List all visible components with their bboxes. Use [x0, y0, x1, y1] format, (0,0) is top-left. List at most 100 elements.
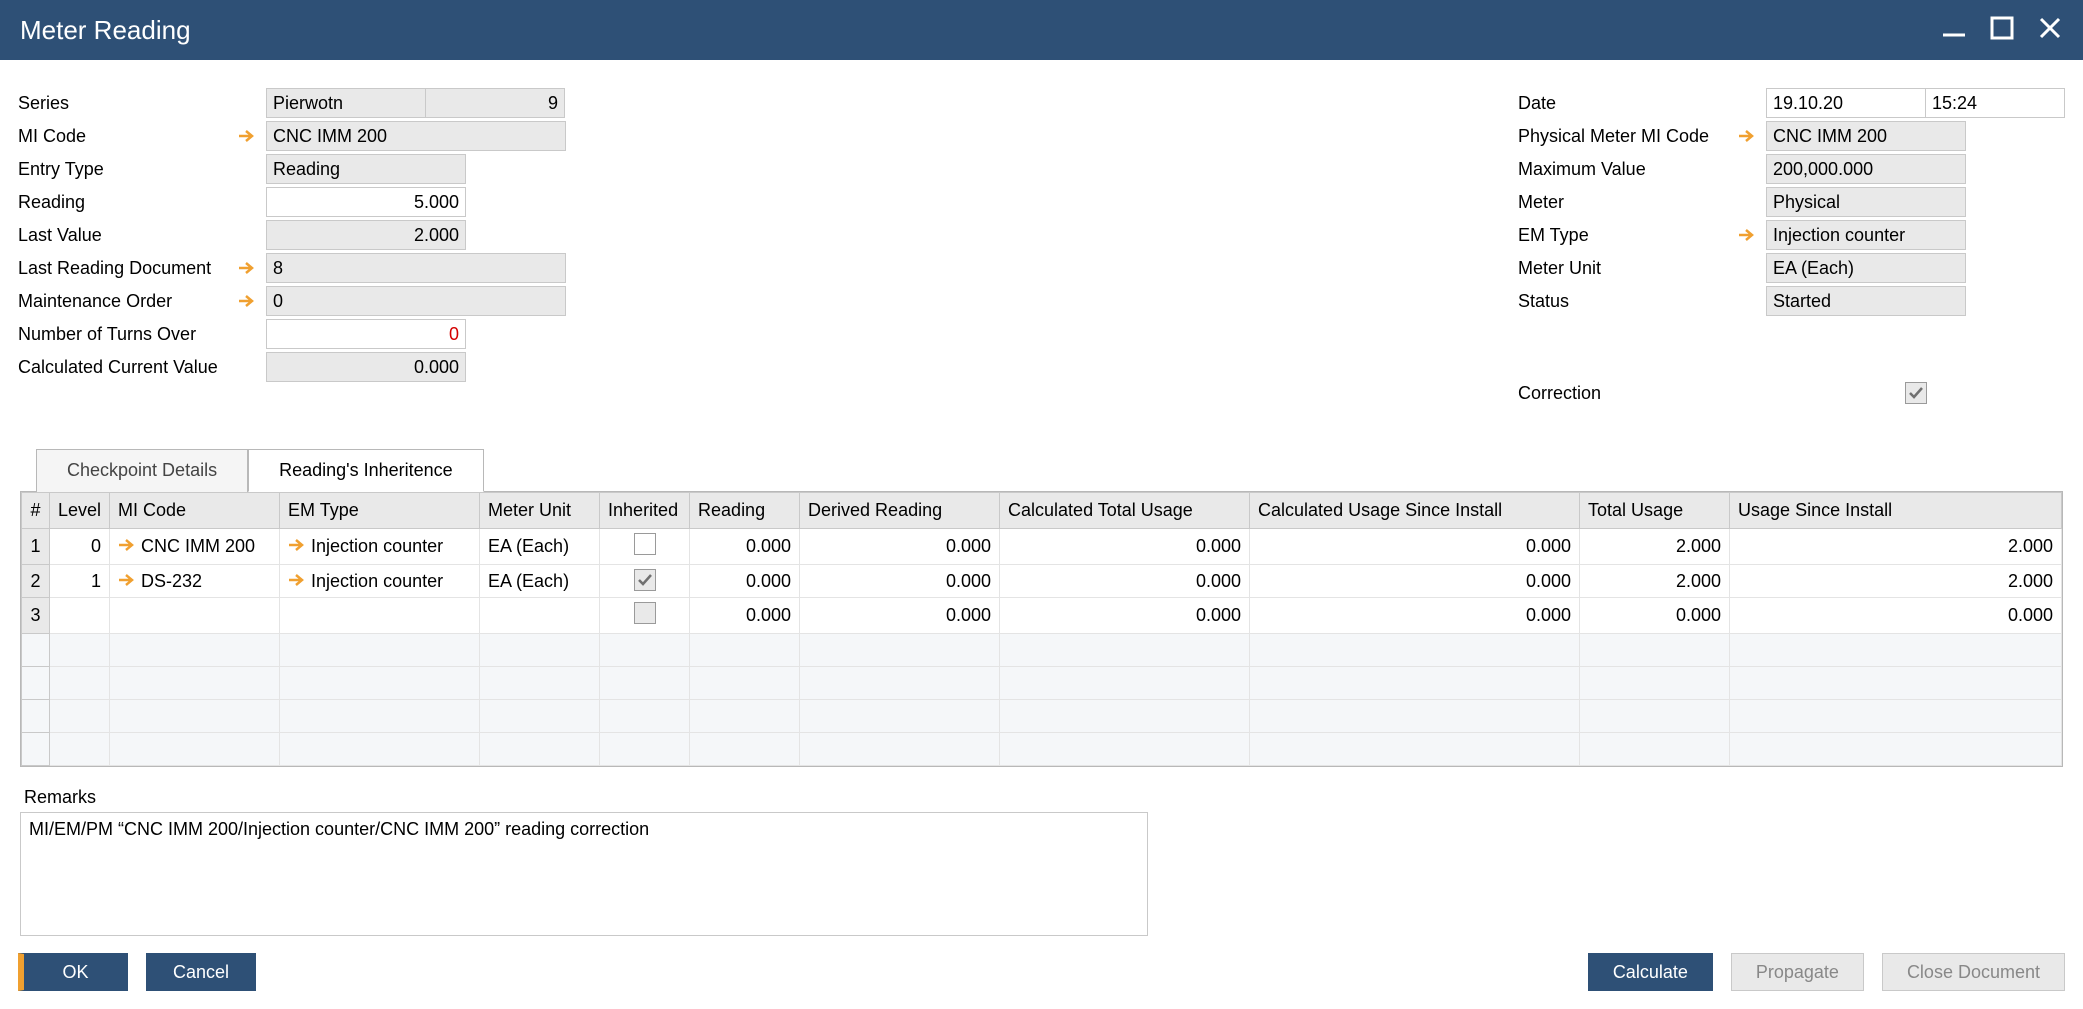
col-inherited[interactable]: Inherited [600, 493, 690, 529]
close-icon[interactable] [2037, 15, 2063, 46]
inherited-checkbox[interactable] [634, 533, 656, 555]
table-row [22, 667, 2062, 700]
cell-calc-since: 0.000 [1250, 598, 1580, 634]
window-title: Meter Reading [20, 15, 191, 46]
cell-em-type: Injection counter [280, 565, 480, 598]
footer: OK Cancel Calculate Propagate Close Docu… [0, 953, 2083, 991]
cell-inherited [600, 565, 690, 598]
phys-mi-label: Physical Meter MI Code [1518, 126, 1766, 147]
phys-mi-field[interactable]: CNC IMM 200 [1766, 121, 1966, 151]
series-label: Series [18, 93, 266, 114]
correction-label: Correction [1518, 383, 1766, 404]
col-em-type[interactable]: EM Type [280, 493, 480, 529]
col-num[interactable]: # [22, 493, 50, 529]
cell-usage-since: 2.000 [1730, 529, 2062, 565]
series-number-field[interactable]: 9 [425, 88, 565, 118]
cell-usage-since: 0.000 [1730, 598, 2062, 634]
arrow-right-icon[interactable] [238, 129, 256, 143]
cell-calc-total: 0.000 [1000, 565, 1250, 598]
table-row [22, 634, 2062, 667]
entry-type-label: Entry Type [18, 159, 266, 180]
arrow-right-icon[interactable] [238, 261, 256, 275]
arrow-right-icon[interactable] [1738, 228, 1756, 242]
maximize-icon[interactable] [1989, 15, 2015, 46]
table-row[interactable]: 30.0000.0000.0000.0000.0000.000 [22, 598, 2062, 634]
em-type-label: EM Type [1518, 225, 1766, 246]
maintenance-order-label-text: Maintenance Order [18, 291, 172, 312]
remarks-textarea[interactable]: MI/EM/PM “CNC IMM 200/Injection counter/… [20, 812, 1148, 936]
correction-checkbox[interactable] [1905, 382, 1927, 404]
cell-level: 1 [50, 565, 110, 598]
col-calc-total[interactable]: Calculated Total Usage [1000, 493, 1250, 529]
cell-em-type: Injection counter [280, 529, 480, 565]
status-field: Started [1766, 286, 1966, 316]
ok-button[interactable]: OK [18, 953, 128, 991]
meter-label: Meter [1518, 192, 1766, 213]
arrow-right-icon[interactable] [118, 573, 136, 587]
cell-inherited [600, 529, 690, 565]
remarks-label: Remarks [24, 787, 2065, 808]
phys-mi-label-text: Physical Meter MI Code [1518, 126, 1709, 147]
table-row[interactable]: 21 DS-232 Injection counterEA (Each)0.00… [22, 565, 2062, 598]
cancel-button[interactable]: Cancel [146, 953, 256, 991]
cell-inherited [600, 598, 690, 634]
minimize-icon[interactable] [1941, 15, 1967, 46]
max-value-field: 200,000.000 [1766, 154, 1966, 184]
turns-over-label: Number of Turns Over [18, 324, 266, 345]
time-field[interactable]: 15:24 [1925, 88, 2065, 118]
turns-over-field[interactable]: 0 [266, 319, 466, 349]
col-reading[interactable]: Reading [690, 493, 800, 529]
col-level[interactable]: Level [50, 493, 110, 529]
cell-reading: 0.000 [690, 565, 800, 598]
cell-calc-total: 0.000 [1000, 529, 1250, 565]
cell-calc-since: 0.000 [1250, 529, 1580, 565]
last-reading-doc-field[interactable]: 8 [266, 253, 566, 283]
cell-usage-since: 2.000 [1730, 565, 2062, 598]
cell-total-usage: 2.000 [1580, 529, 1730, 565]
maintenance-order-field[interactable]: 0 [266, 286, 566, 316]
cell-reading: 0.000 [690, 529, 800, 565]
reading-field[interactable]: 5.000 [266, 187, 466, 217]
tab-readings-inheritance[interactable]: Reading's Inheritence [248, 449, 484, 492]
cell-mi-code [110, 598, 280, 634]
date-field[interactable]: 19.10.20 [1766, 88, 1926, 118]
arrow-right-icon[interactable] [288, 573, 306, 587]
arrow-right-icon[interactable] [1738, 129, 1756, 143]
form-left-column: Series Pierwotn 9 MI Code CNC IMM 200 En… [18, 88, 566, 408]
cell-level: 0 [50, 529, 110, 565]
entry-type-field[interactable]: Reading [266, 154, 466, 184]
col-total-usage[interactable]: Total Usage [1580, 493, 1730, 529]
arrow-right-icon[interactable] [238, 294, 256, 308]
table-row [22, 733, 2062, 766]
tab-checkpoint-details[interactable]: Checkpoint Details [36, 449, 248, 492]
arrow-right-icon[interactable] [118, 538, 136, 552]
window-controls [1941, 15, 2063, 46]
date-label: Date [1518, 93, 1766, 114]
close-document-button: Close Document [1882, 953, 2065, 991]
em-type-label-text: EM Type [1518, 225, 1589, 246]
mi-code-field[interactable]: CNC IMM 200 [266, 121, 566, 151]
inherited-checkbox[interactable] [634, 569, 656, 591]
calculate-button[interactable]: Calculate [1588, 953, 1713, 991]
col-meter-unit[interactable]: Meter Unit [480, 493, 600, 529]
inherited-checkbox[interactable] [634, 602, 656, 624]
col-usage-since[interactable]: Usage Since Install [1730, 493, 2062, 529]
row-number: 1 [22, 529, 50, 565]
table-row[interactable]: 10 CNC IMM 200 Injection counterEA (Each… [22, 529, 2062, 565]
arrow-right-icon[interactable] [288, 538, 306, 552]
col-derived[interactable]: Derived Reading [800, 493, 1000, 529]
form-right-column: Date 19.10.20 15:24 Physical Meter MI Co… [1518, 88, 2065, 408]
cell-calc-total: 0.000 [1000, 598, 1250, 634]
cell-mi-code: DS-232 [110, 565, 280, 598]
series-field[interactable]: Pierwotn [266, 88, 426, 118]
col-calc-since[interactable]: Calculated Usage Since Install [1250, 493, 1580, 529]
em-type-field[interactable]: Injection counter [1766, 220, 1966, 250]
cell-total-usage: 0.000 [1580, 598, 1730, 634]
calc-current-label: Calculated Current Value [18, 357, 266, 378]
meter-unit-field: EA (Each) [1766, 253, 1966, 283]
col-mi-code[interactable]: MI Code [110, 493, 280, 529]
mi-code-label: MI Code [18, 126, 266, 147]
meter-field: Physical [1766, 187, 1966, 217]
max-value-label: Maximum Value [1518, 159, 1766, 180]
calc-current-field: 0.000 [266, 352, 466, 382]
